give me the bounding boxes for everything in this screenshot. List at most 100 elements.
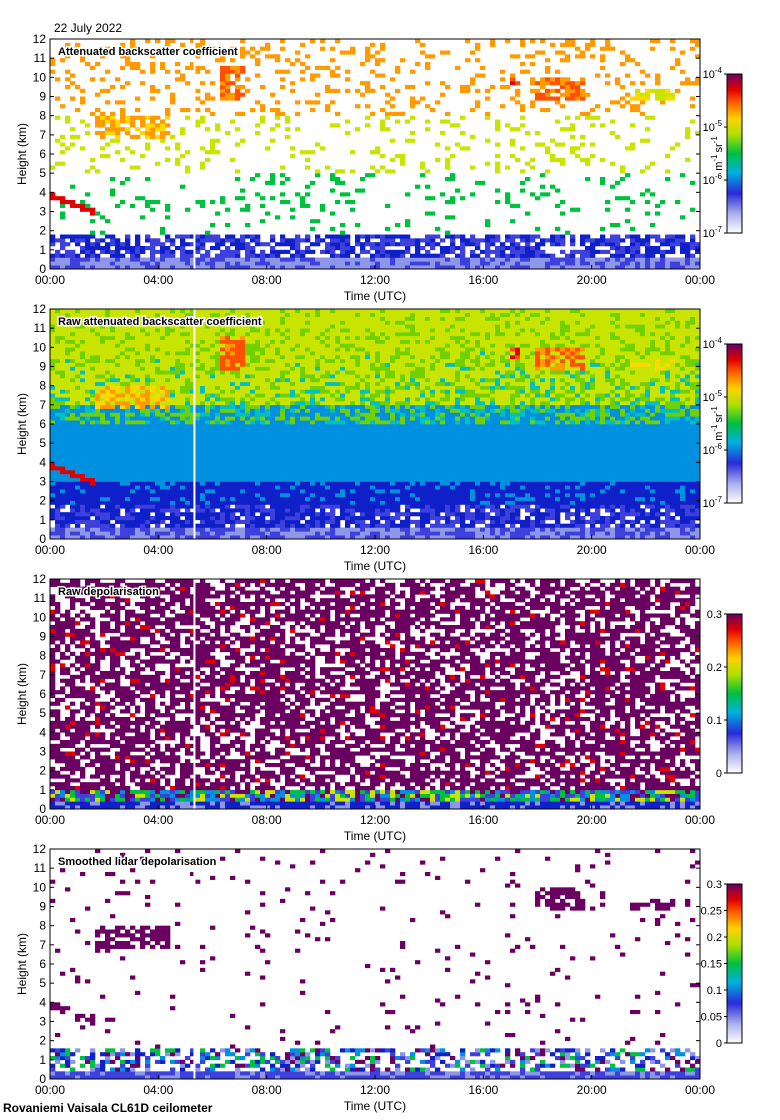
heatmap-cell: [395, 154, 401, 159]
heatmap-cell: [150, 253, 156, 258]
heatmap-cell: [280, 242, 286, 247]
heatmap-cell: [170, 462, 176, 467]
heatmap-cell: [240, 257, 246, 262]
heatmap-cell: [155, 309, 161, 314]
heatmap-cell: [560, 85, 566, 90]
heatmap-cell: [655, 96, 661, 101]
heatmap-cell: [280, 324, 286, 329]
heatmap-cell: [610, 261, 616, 266]
heatmap-cell: [195, 447, 201, 452]
heatmap-cell: [285, 431, 291, 436]
heatmap-cell: [385, 226, 391, 231]
heatmap-cell: [285, 351, 291, 356]
heatmap-cell: [210, 46, 216, 51]
heatmap-cell: [220, 358, 226, 363]
heatmap-cell: [285, 485, 291, 490]
heatmap-cell: [170, 335, 176, 340]
heatmap-cell: [645, 238, 651, 243]
heatmap-cell: [130, 454, 136, 459]
heatmap-cell: [150, 500, 156, 505]
heatmap-cell: [240, 450, 246, 455]
heatmap-cell: [150, 374, 156, 379]
heatmap-cell: [150, 242, 156, 247]
heatmap-cell: [385, 115, 391, 120]
heatmap-cell: [100, 408, 106, 413]
heatmap-cell: [270, 535, 276, 540]
heatmap-cell: [245, 374, 251, 379]
heatmap-cell: [180, 485, 186, 490]
heatmap-cell: [110, 443, 116, 448]
heatmap-cell: [160, 489, 166, 494]
heatmap-cell: [530, 157, 536, 162]
heatmap-cell: [195, 119, 201, 124]
heatmap-cell: [120, 257, 126, 262]
heatmap-cell: [70, 389, 76, 394]
heatmap-cell: [230, 496, 236, 501]
heatmap-cell: [95, 512, 101, 517]
heatmap-cell: [555, 257, 561, 262]
heatmap-cell: [65, 46, 71, 51]
heatmap-cell: [210, 385, 216, 390]
heatmap-cell: [215, 355, 221, 360]
heatmap-cell: [215, 493, 221, 498]
heatmap-cell: [510, 261, 516, 266]
heatmap-cell: [280, 481, 286, 486]
heatmap-cell: [115, 374, 121, 379]
heatmap-cell: [245, 347, 251, 352]
heatmap-cell: [405, 242, 411, 247]
heatmap-cell: [455, 142, 461, 147]
heatmap-cell: [245, 316, 251, 321]
heatmap-cell: [425, 265, 431, 270]
heatmap-cell: [385, 92, 391, 97]
heatmap-cell: [270, 473, 276, 478]
heatmap-cell: [255, 412, 261, 417]
heatmap-cell: [245, 500, 251, 505]
heatmap-cell: [150, 316, 156, 321]
heatmap-cell: [205, 408, 211, 413]
heatmap-cell: [425, 211, 431, 216]
heatmap-cell: [105, 493, 111, 498]
heatmap-cell: [210, 500, 216, 505]
heatmap-cell: [405, 85, 411, 90]
heatmap-cell: [170, 100, 176, 105]
heatmap-cell: [120, 358, 126, 363]
heatmap-cell: [145, 493, 151, 498]
heatmap-cell: [210, 496, 216, 501]
heatmap-cell: [195, 466, 201, 471]
heatmap-cell: [195, 200, 201, 205]
heatmap-cell: [60, 527, 66, 532]
heatmap-cell: [105, 115, 111, 120]
heatmap-cell: [145, 500, 151, 505]
heatmap-cell: [235, 362, 241, 367]
heatmap-cell: [170, 504, 176, 509]
heatmap-cell: [495, 169, 501, 174]
heatmap-cell: [460, 88, 466, 93]
heatmap-cell: [75, 335, 81, 340]
heatmap-cell: [160, 316, 166, 321]
heatmap-cell: [275, 316, 281, 321]
heatmap-cell: [170, 466, 176, 471]
heatmap-cell: [425, 238, 431, 243]
heatmap-cell: [130, 203, 136, 208]
heatmap: [50, 309, 701, 540]
heatmap-cell: [535, 265, 541, 270]
heatmap-cell: [130, 535, 136, 540]
heatmap-cell: [235, 335, 241, 340]
heatmap-cell: [530, 238, 536, 243]
heatmap-cell: [175, 512, 181, 517]
heatmap-cell: [50, 343, 56, 348]
heatmap-cell: [70, 431, 76, 436]
heatmap-cell: [85, 328, 91, 333]
heatmap-cell: [165, 335, 171, 340]
heatmap-cell: [260, 527, 266, 532]
heatmap-cell: [70, 458, 76, 463]
heatmap-cell: [220, 393, 226, 398]
heatmap-cell: [250, 339, 256, 344]
heatmap-cell: [250, 355, 256, 360]
heatmap-cell: [380, 108, 386, 113]
heatmap-cell: [80, 257, 86, 262]
heatmap-cell: [175, 424, 181, 429]
heatmap-cell: [180, 238, 186, 243]
heatmap-cell: [150, 65, 156, 70]
heatmap-cell: [125, 500, 131, 505]
